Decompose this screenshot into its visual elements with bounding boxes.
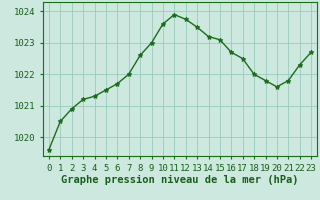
X-axis label: Graphe pression niveau de la mer (hPa): Graphe pression niveau de la mer (hPa) xyxy=(61,175,299,185)
